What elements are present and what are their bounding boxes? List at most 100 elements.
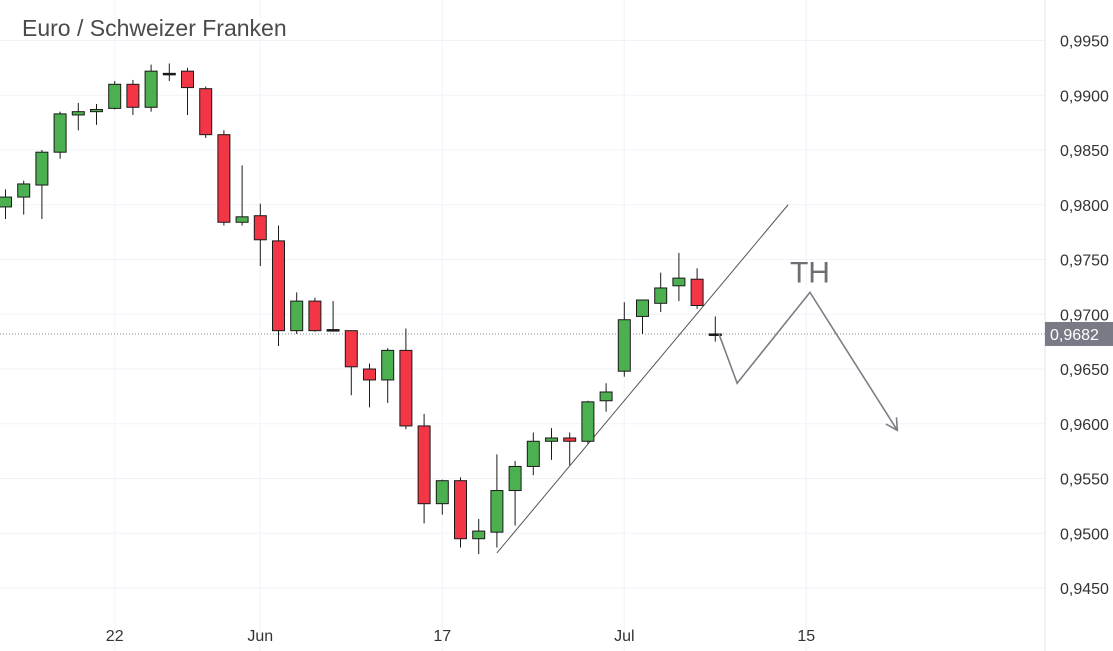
candle bbox=[35, 150, 49, 219]
candle-body bbox=[563, 437, 577, 442]
candle bbox=[181, 67, 194, 115]
price-tick-label[interactable]: 0,9550 bbox=[1060, 472, 1109, 489]
candle bbox=[636, 299, 649, 334]
candle bbox=[199, 86, 213, 138]
chart-title: Euro / Schweizer Franken bbox=[22, 15, 287, 41]
candle-body bbox=[272, 240, 285, 332]
price-tick-label[interactable]: 0,9700 bbox=[1060, 307, 1109, 324]
candle bbox=[235, 165, 249, 226]
candle-body bbox=[308, 300, 322, 332]
candle bbox=[108, 81, 122, 110]
time-tick-label[interactable]: 17 bbox=[433, 628, 451, 645]
candle bbox=[654, 272, 668, 313]
candle-body bbox=[0, 196, 12, 208]
candle-body bbox=[344, 330, 358, 368]
candle bbox=[672, 252, 686, 302]
candle-body bbox=[381, 349, 395, 381]
projection-arrowhead bbox=[885, 417, 899, 432]
candle bbox=[599, 383, 613, 412]
projection-path bbox=[718, 290, 898, 431]
candle-body bbox=[126, 83, 140, 108]
candle bbox=[435, 479, 449, 515]
candle-body bbox=[545, 437, 558, 442]
candle-body bbox=[508, 465, 522, 492]
candle-body bbox=[472, 530, 486, 540]
last-price-label: 0,9682 bbox=[1045, 321, 1113, 346]
candle bbox=[617, 302, 631, 377]
time-tick-label[interactable]: 22 bbox=[106, 628, 124, 645]
candle bbox=[545, 428, 558, 460]
price-tick-label[interactable]: 0,9600 bbox=[1060, 417, 1109, 434]
price-tick-label[interactable]: 0,9650 bbox=[1060, 362, 1109, 379]
last-price-label-text: 0,9682 bbox=[1050, 327, 1099, 344]
candle-body bbox=[17, 183, 31, 198]
price-tick-label[interactable]: 0,9800 bbox=[1060, 198, 1109, 215]
candle bbox=[381, 348, 395, 403]
trendline bbox=[496, 204, 789, 554]
trendline-layer bbox=[496, 204, 789, 554]
time-tick-label[interactable]: Jun bbox=[247, 628, 273, 645]
candle bbox=[508, 460, 522, 526]
price-tick-label[interactable]: 0,9950 bbox=[1060, 34, 1109, 51]
time-tick-label[interactable]: 15 bbox=[797, 628, 815, 645]
candles bbox=[0, 63, 722, 555]
candle-body bbox=[581, 401, 595, 442]
candle bbox=[417, 413, 431, 524]
candle-body bbox=[290, 300, 304, 332]
candle bbox=[326, 301, 340, 332]
candle-body bbox=[181, 70, 194, 89]
candle bbox=[290, 292, 304, 334]
candle-body bbox=[435, 480, 449, 505]
candle bbox=[581, 400, 595, 444]
candle bbox=[126, 79, 140, 115]
candle-body bbox=[235, 216, 249, 223]
price-tick-label[interactable]: 0,9500 bbox=[1060, 526, 1109, 543]
candle bbox=[526, 432, 540, 476]
candle bbox=[162, 63, 176, 82]
candle bbox=[90, 104, 103, 125]
candle bbox=[272, 225, 285, 347]
candle-body bbox=[617, 319, 631, 372]
candle bbox=[690, 268, 704, 309]
candle-body bbox=[108, 83, 122, 109]
candle bbox=[563, 432, 577, 466]
candle-body bbox=[53, 113, 67, 153]
time-axis-ticks[interactable]: 22 Jun 17 Jul 15 bbox=[106, 628, 815, 645]
price-tick-label[interactable]: 0,9900 bbox=[1060, 88, 1109, 105]
price-tick-label[interactable]: 0,9450 bbox=[1060, 581, 1109, 598]
candle-body bbox=[599, 391, 613, 402]
time-tick-label[interactable]: Jul bbox=[614, 628, 634, 645]
last-price-label-background bbox=[1045, 321, 1113, 346]
candle-body bbox=[654, 287, 668, 304]
candle bbox=[708, 316, 722, 342]
candle bbox=[454, 477, 467, 548]
candle bbox=[217, 130, 231, 226]
candle-body bbox=[454, 480, 467, 540]
candle-body bbox=[363, 368, 376, 381]
candle-body bbox=[490, 490, 504, 533]
candle-body bbox=[90, 108, 103, 113]
candle-body bbox=[144, 70, 158, 108]
candle bbox=[17, 180, 31, 215]
candle-body bbox=[417, 425, 431, 505]
candle-body bbox=[217, 134, 231, 223]
candle-body bbox=[326, 329, 340, 332]
price-tick-label[interactable]: 0,9850 bbox=[1060, 143, 1109, 160]
candle bbox=[253, 203, 267, 267]
candle bbox=[0, 189, 12, 219]
projection-layer bbox=[718, 290, 899, 432]
price-tick-label[interactable]: 0,9750 bbox=[1060, 253, 1109, 270]
candle-body bbox=[399, 349, 413, 427]
candle bbox=[344, 330, 358, 396]
candle bbox=[308, 297, 322, 332]
candle-body bbox=[526, 440, 540, 467]
candle bbox=[71, 102, 85, 131]
candle bbox=[472, 519, 486, 555]
candle bbox=[490, 454, 504, 548]
candle bbox=[363, 363, 376, 408]
candle bbox=[53, 111, 67, 159]
price-axis-ticks[interactable]: 0,9950 0,9900 0,9850 0,9800 0,9750 0,9700 0,96… bbox=[1060, 34, 1109, 599]
candle-body bbox=[253, 215, 267, 241]
